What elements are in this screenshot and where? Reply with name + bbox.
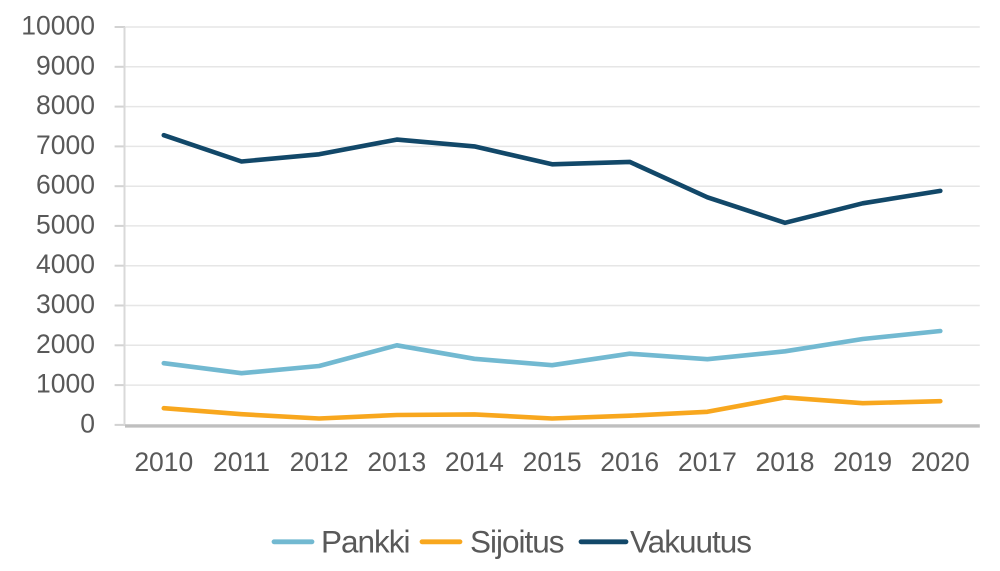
svg-text:2015: 2015 [523,447,582,477]
svg-text:6000: 6000 [36,170,95,200]
svg-text:5000: 5000 [36,209,95,239]
svg-text:Vakuutus: Vakuutus [630,524,751,560]
svg-text:1000: 1000 [36,369,95,399]
svg-text:2011: 2011 [213,447,270,477]
svg-text:2020: 2020 [911,447,970,477]
svg-text:0: 0 [80,408,95,438]
svg-text:3000: 3000 [36,289,95,319]
svg-text:2010: 2010 [134,447,193,477]
svg-text:4000: 4000 [36,249,95,279]
svg-text:2018: 2018 [756,447,815,477]
svg-text:9000: 9000 [36,50,95,80]
svg-text:2013: 2013 [367,447,426,477]
svg-text:2017: 2017 [678,447,737,477]
svg-text:2014: 2014 [445,447,504,477]
svg-text:2019: 2019 [833,447,892,477]
svg-text:2012: 2012 [290,447,349,477]
svg-text:Pankki: Pankki [321,524,410,560]
svg-text:2000: 2000 [36,329,95,359]
svg-text:8000: 8000 [36,90,95,120]
svg-text:Sijoitus: Sijoitus [470,524,564,560]
svg-text:10000: 10000 [21,11,95,41]
svg-text:7000: 7000 [36,130,95,160]
svg-text:2016: 2016 [600,447,659,477]
